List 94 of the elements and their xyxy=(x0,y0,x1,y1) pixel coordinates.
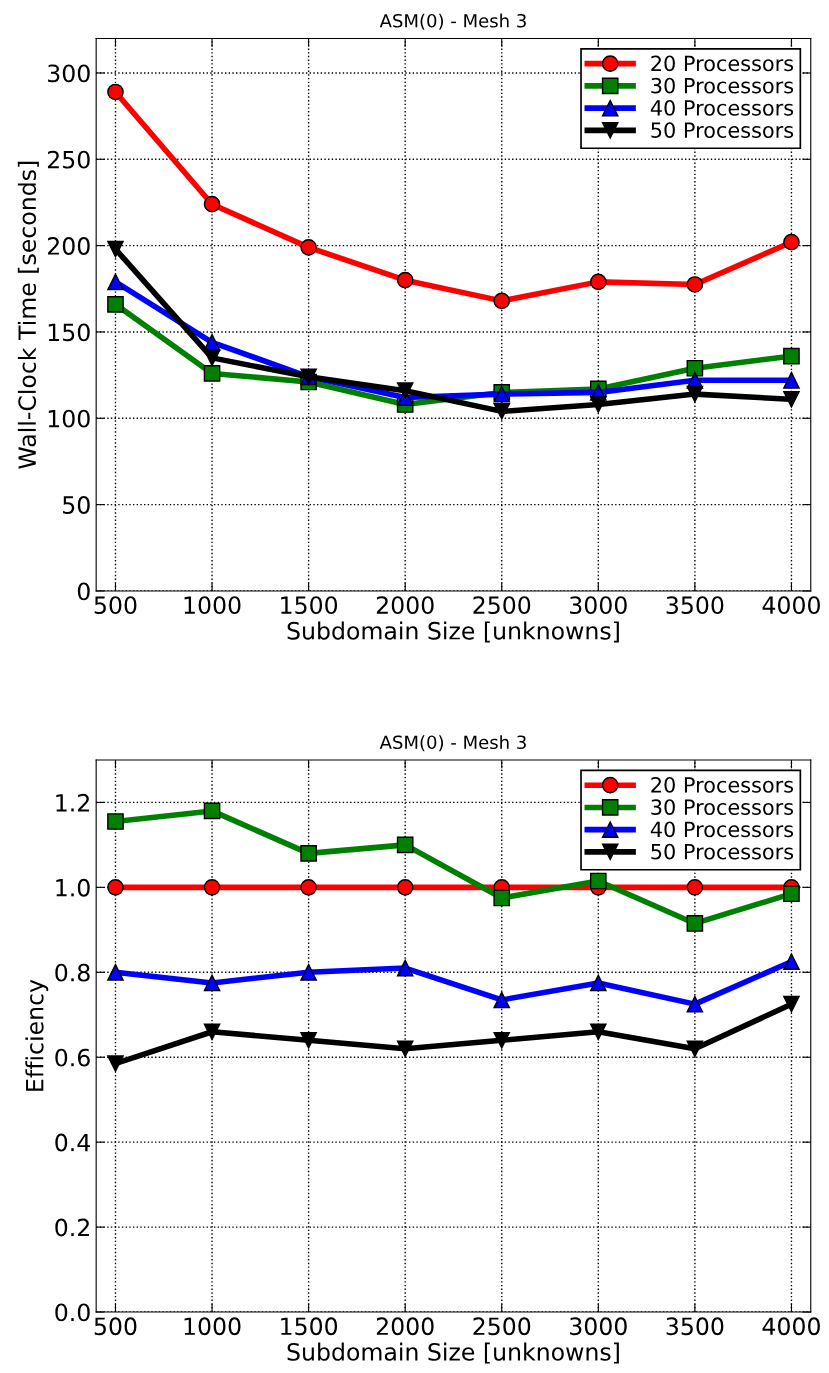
point xyxy=(686,359,704,377)
point xyxy=(396,1040,414,1058)
point xyxy=(203,195,221,213)
point xyxy=(203,879,221,896)
y-tick-label: 200 xyxy=(47,237,90,255)
point xyxy=(300,963,317,981)
point xyxy=(203,974,221,992)
x-tick-label: 500 xyxy=(94,1317,137,1336)
x-tick-label: 1500 xyxy=(281,596,338,615)
legend-label: 40 Processors xyxy=(650,821,794,838)
y-tick-label: 100 xyxy=(48,409,90,428)
chart-title: ASM(0) - Mesh 3 xyxy=(379,735,526,752)
x-tick-label: 4000 xyxy=(762,596,820,615)
point xyxy=(589,396,607,413)
point xyxy=(686,1040,704,1058)
point xyxy=(107,1055,124,1072)
y-axis-title: Efficiency xyxy=(25,979,49,1091)
x-tick-label: 2500 xyxy=(473,1317,531,1336)
point xyxy=(203,802,221,820)
point xyxy=(686,995,704,1013)
y-tick-label: 0.4 xyxy=(55,1133,90,1152)
legend-label: 50 Processors xyxy=(651,122,794,138)
x-tick-label: 500 xyxy=(94,596,137,615)
point xyxy=(589,273,607,291)
point xyxy=(589,1023,607,1041)
x-tick-label: 2500 xyxy=(473,596,531,615)
point xyxy=(686,276,704,293)
y-tick-label: 0.8 xyxy=(55,963,90,982)
y-tick-label: 0.6 xyxy=(55,1048,90,1067)
point xyxy=(107,879,124,896)
point xyxy=(783,995,800,1013)
y-tick-label: 0.2 xyxy=(55,1218,89,1237)
x-axis-title: Subdomain Size [unknowns] xyxy=(287,1342,619,1364)
point xyxy=(783,371,800,389)
x-tick-label: 3000 xyxy=(570,1317,627,1336)
point xyxy=(107,813,124,830)
y-tick-label: 1.2 xyxy=(56,793,89,812)
x-tick-label: 3500 xyxy=(666,1317,724,1336)
point xyxy=(686,879,704,896)
x-axis-title: Subdomain Size [unknowns] xyxy=(287,621,619,643)
y-tick-label: 0 xyxy=(77,582,90,601)
x-tick-label: 1000 xyxy=(184,1317,241,1336)
x-tick-label: 2000 xyxy=(376,596,434,615)
point xyxy=(783,347,800,365)
point xyxy=(396,879,414,896)
point xyxy=(300,1031,317,1049)
point xyxy=(396,836,414,854)
point xyxy=(203,1023,221,1041)
point xyxy=(783,390,800,408)
y-axis-title: Wall-Clock Time [seconds] xyxy=(17,161,39,469)
point xyxy=(493,403,511,420)
y-tick-label: 150 xyxy=(48,323,90,342)
point xyxy=(396,382,414,399)
point xyxy=(493,889,511,907)
y-tick-label: 0.0 xyxy=(55,1303,90,1322)
point xyxy=(783,953,800,971)
point xyxy=(686,915,704,932)
point xyxy=(203,349,221,367)
point xyxy=(589,872,607,890)
point xyxy=(203,365,221,382)
y-tick-label: 1.0 xyxy=(56,878,90,897)
chart-title: ASM(0) - Mesh 3 xyxy=(379,13,526,30)
legend-label: 40 Processors xyxy=(650,99,794,116)
point xyxy=(396,959,414,977)
point xyxy=(783,233,800,251)
point xyxy=(107,273,124,291)
point xyxy=(107,963,124,981)
y-tick-label: 250 xyxy=(47,150,90,169)
legend-label: 20 Processors xyxy=(651,776,794,793)
point xyxy=(686,385,704,403)
y-tick-label: 50 xyxy=(63,496,90,514)
x-tick-label: 1500 xyxy=(281,1317,338,1336)
legend-label: 30 Processors xyxy=(651,799,794,815)
x-tick-label: 2000 xyxy=(376,1317,434,1336)
x-tick-label: 3500 xyxy=(666,596,724,615)
point xyxy=(107,240,124,258)
point xyxy=(300,879,317,896)
point xyxy=(493,292,511,310)
y-tick-label: 300 xyxy=(48,64,90,83)
point xyxy=(300,239,317,256)
point xyxy=(107,295,124,313)
legend-label: 30 Processors xyxy=(651,77,794,94)
legend-label: 20 Processors xyxy=(651,55,794,72)
point xyxy=(589,974,607,992)
legend-label: 50 Processors xyxy=(651,843,794,860)
point xyxy=(396,271,414,289)
point xyxy=(107,83,124,101)
x-tick-label: 1000 xyxy=(184,596,241,615)
x-tick-label: 4000 xyxy=(762,1317,820,1336)
x-tick-label: 3000 xyxy=(570,596,627,615)
point xyxy=(493,1031,511,1049)
point xyxy=(493,991,511,1009)
point xyxy=(783,885,800,903)
point xyxy=(300,845,317,862)
